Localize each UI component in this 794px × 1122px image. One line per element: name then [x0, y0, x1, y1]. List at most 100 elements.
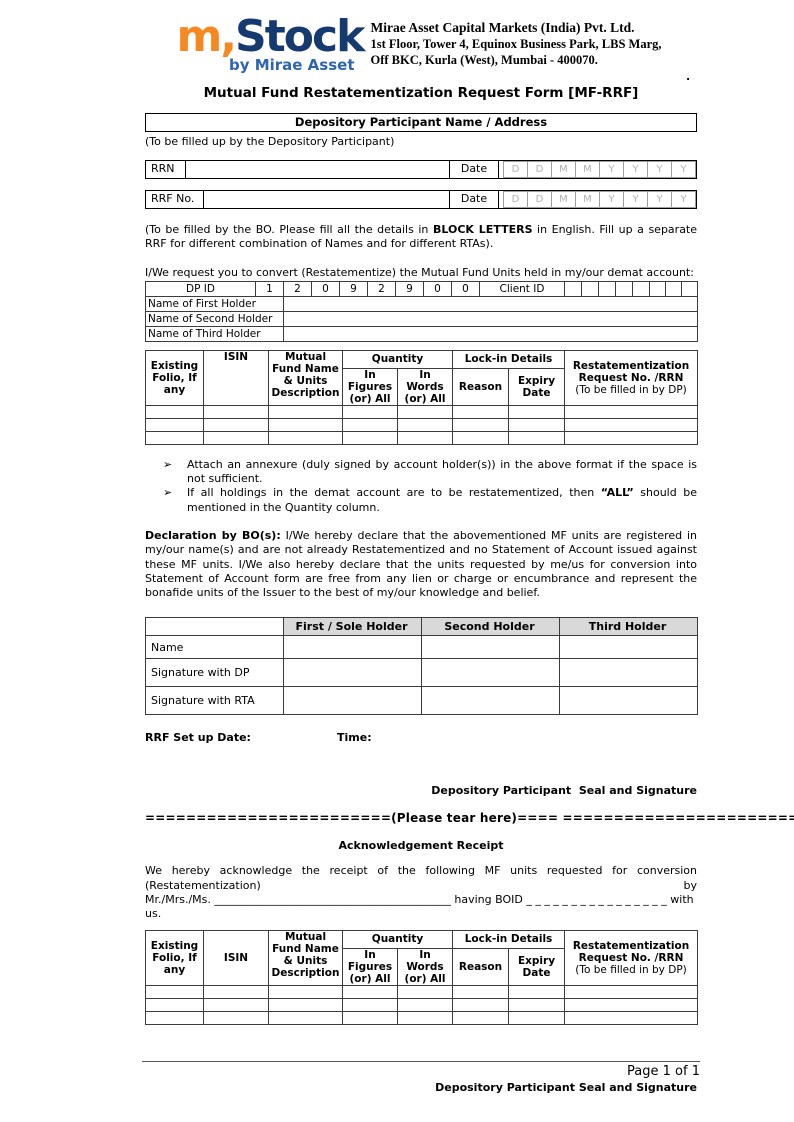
units-empty-row [145, 984, 699, 999]
signature-dp-cell [283, 658, 422, 688]
units-empty-row [145, 430, 699, 445]
third-holder-label: Name of Third Holder [145, 325, 284, 342]
holder-row: Name of First Holder [145, 295, 698, 312]
col-second-holder: Second Holder [421, 617, 560, 637]
second-holder-field [283, 310, 698, 327]
dp-seal-signature-bottom: Depository Participant Seal and Signatur… [435, 1080, 697, 1094]
company-address-line1: 1st Floor, Tower 4, Equinox Business Par… [370, 37, 662, 52]
ack-prefix: Mr./Mrs./Ms. [145, 893, 211, 907]
logo-tagline: by Mirae Asset [228, 56, 355, 74]
form-title: Mutual Fund Restatementization Request F… [203, 85, 639, 101]
arrow-bullet-icon: ➢ [163, 486, 173, 500]
date-box-y: Y [623, 161, 648, 178]
col-rrn: Restatementization Request No. /RRN (To … [564, 349, 699, 406]
units-table-1: Existing Folio, If any ISIN Mutual Fund … [145, 349, 699, 445]
date-box-y: Y [671, 191, 696, 208]
date-box-m: M [575, 161, 600, 178]
col-in-words: In Words (or) All [396, 947, 454, 986]
col-in-figures: In Figures (or) All [342, 367, 398, 406]
bo-instructions-pre: (To be filled by the BO. Please fill all… [145, 223, 433, 236]
ack-suffix: with us. [145, 893, 694, 921]
col-rrn-title: Restatementization Request No. /RRN [572, 939, 690, 964]
note-all-post: should be mentioned in the Quantity colu… [187, 486, 698, 514]
first-holder-label: Name of First Holder [145, 295, 284, 312]
col-rrn-note: (To be filled in by DP) [575, 383, 687, 396]
signature-dp-cell [421, 658, 560, 688]
acknowledgement-line2: Mr./Mrs./Ms. ___________________________… [145, 893, 697, 922]
date-box-y: Y [599, 161, 624, 178]
name-cell [559, 635, 698, 660]
dpid-table: DP ID 1 2 0 9 2 9 0 0 Client ID [145, 280, 698, 297]
client-id-cell [681, 280, 698, 297]
signature-rta-cell [559, 686, 698, 716]
group-lockin: Lock-in Details [452, 349, 566, 369]
rrf-no-value-field [204, 191, 449, 208]
date-box-d: D [527, 191, 552, 208]
note-item-all-holdings: ➢ If all holdings in the demat account a… [145, 486, 697, 515]
units-empty-row [145, 1010, 699, 1025]
col-existing-folio: Existing Folio, If any [145, 349, 204, 406]
dpid-digit: 9 [395, 280, 424, 297]
rrf-setup-date-label: RRF Set up Date: [145, 731, 251, 745]
declaration: Declaration by BO(s): I/We hereby declar… [145, 529, 697, 600]
col-isin: ISIN [203, 349, 269, 406]
rrf-setup-time-label: Time: [337, 731, 372, 745]
group-quantity: Quantity [341, 929, 454, 949]
date-box-m: M [551, 161, 576, 178]
dpid-digit: 0 [451, 280, 480, 297]
ack-name-blank: ________________________________________… [214, 893, 451, 907]
first-holder-field [283, 295, 698, 312]
col-mf-name: Mutual Fund Name & Units Description [268, 929, 343, 986]
signature-rta-cell [283, 686, 422, 716]
dp-seal-signature-top: Depository Participant Seal and Signatur… [431, 784, 697, 798]
rrn-row: RRN Date D D M M Y Y Y Y [145, 160, 697, 179]
date-box-m: M [575, 191, 600, 208]
holder-names-table: Name of First Holder Name of Second Hold… [145, 295, 698, 342]
rrn-date-boxes: D D M M Y Y Y Y [503, 161, 696, 178]
note-item-annexure: ➢ Attach an annexure (duly signed by acc… [145, 458, 697, 487]
dpid-digit: 0 [311, 280, 340, 297]
date-box-d: D [503, 161, 528, 178]
date-box-y: Y [599, 191, 624, 208]
date-box-y: Y [671, 161, 696, 178]
col-in-words: In Words (or) All [396, 367, 454, 406]
client-id-cell [649, 280, 666, 297]
units-empty-row [145, 997, 699, 1012]
ack-boid-text: having BOID [454, 893, 523, 907]
col-third-holder: Third Holder [559, 617, 698, 637]
rrn-date-label: Date [449, 161, 499, 178]
date-box-y: Y [647, 191, 672, 208]
signature-table-corner [145, 617, 284, 637]
col-in-figures: In Figures (or) All [342, 947, 398, 986]
mstock-logo: m,Stock by Mirae Asset [176, 15, 365, 75]
client-id-cell [615, 280, 633, 297]
dpid-digit: 9 [339, 280, 368, 297]
mstock-logo-wordmark: m,Stock [176, 15, 365, 59]
ack-boid-blank: _ _ _ _ _ _ _ _ _ _ _ _ _ _ _ _ [526, 893, 667, 907]
signature-rta-row: Signature with RTA [145, 686, 698, 716]
rrn-value-field [186, 161, 449, 178]
client-id-cell [598, 280, 616, 297]
signature-dp-cell [559, 658, 698, 688]
col-expiry-date: Expiry Date [508, 367, 566, 406]
request-line: I/We request you to convert (Restatement… [145, 265, 694, 279]
col-rrn-title: Restatementization Request No. /RRN [572, 359, 690, 384]
group-lockin: Lock-in Details [452, 929, 566, 949]
rrf-date-boxes: D D M M Y Y Y Y [503, 191, 696, 208]
col-first-sole-holder: First / Sole Holder [283, 617, 422, 637]
rrn-label: RRN [146, 161, 186, 178]
group-quantity: Quantity [341, 349, 454, 369]
client-id-cell [564, 280, 582, 297]
dp-fill-note: (To be filled up by the Depository Parti… [145, 135, 395, 148]
date-box-d: D [527, 161, 552, 178]
name-cell [283, 635, 422, 660]
col-existing-folio: Existing Folio, If any [145, 929, 204, 986]
bo-instructions-post: in English. Fill up a separate RRF for d… [145, 223, 698, 251]
dp-name-address-box: Depository Participant Name / Address [145, 113, 697, 132]
stray-dot: . [686, 70, 691, 83]
rrf-no-row: RRF No. Date D D M M Y Y Y Y [145, 190, 697, 209]
rrf-date-label: Date [449, 191, 499, 208]
declaration-label: Declaration by BO(s): [145, 528, 281, 542]
dpid-digit: 2 [283, 280, 312, 297]
